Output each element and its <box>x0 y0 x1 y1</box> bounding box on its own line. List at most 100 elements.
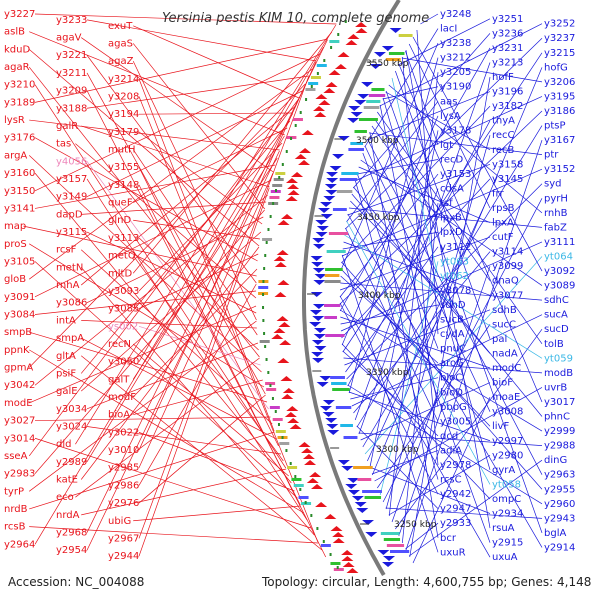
gene-label: dld <box>56 439 71 450</box>
gene-label: y3042 <box>4 380 35 391</box>
leader-line <box>80 246 260 480</box>
gene-label: bioD <box>440 387 463 398</box>
gene-label: moaE <box>492 392 520 403</box>
right-gene-arrow <box>314 328 327 333</box>
leader-line <box>132 149 258 336</box>
right-gene-arrow <box>365 532 378 537</box>
leader-line <box>133 219 260 240</box>
left-gene-arrow <box>280 376 293 381</box>
left-gene-arrow <box>273 328 286 333</box>
gene-label: y3078 <box>440 285 471 296</box>
gene-label: pyrH <box>544 193 568 204</box>
minor-tick <box>322 540 325 543</box>
gene-label: agaV <box>56 33 82 44</box>
leader-line <box>138 394 266 504</box>
leader-line <box>356 425 439 509</box>
leader-line <box>339 309 543 432</box>
gene-label: lysR <box>4 115 25 126</box>
left-gene-arrow <box>298 160 311 165</box>
gene-block <box>275 430 286 433</box>
gene-label: psiF <box>56 368 76 379</box>
leader-line <box>28 83 306 368</box>
minor-tick <box>310 85 313 88</box>
gene-label: agaS <box>108 38 133 49</box>
left-gene-arrow <box>302 454 315 459</box>
gene-label: uxuA <box>492 552 518 563</box>
gene-label: y3027 <box>4 416 35 427</box>
left-gene-arrow <box>273 256 286 261</box>
leader-line <box>401 56 439 466</box>
gene-block <box>266 388 277 391</box>
gene-label: rnhA <box>56 280 80 291</box>
leader-line <box>385 507 543 519</box>
right-gene-arrow <box>312 304 325 309</box>
leader-line <box>346 220 491 485</box>
gene-label: galT <box>108 374 130 385</box>
gene-label: ppnK <box>4 345 30 356</box>
gene-label: y3152 <box>544 164 575 175</box>
gene-label: y3105 <box>4 256 35 267</box>
left-gene-arrow <box>347 34 360 39</box>
leader-line <box>369 132 543 155</box>
leader-line <box>382 97 491 470</box>
gene-label: y3211 <box>56 68 87 79</box>
gene-label: y2915 <box>492 538 523 549</box>
right-gene-arrow <box>313 280 326 285</box>
leader-line <box>138 46 324 362</box>
gene-block <box>310 76 321 79</box>
gene-block <box>328 232 349 235</box>
right-gene-arrow <box>310 256 323 261</box>
leader-line <box>379 23 543 107</box>
leader-line <box>34 38 328 103</box>
left-gene-arrow <box>355 28 368 33</box>
leader-line <box>34 179 272 298</box>
gene-block <box>331 382 347 385</box>
gene-label: y2947 <box>440 504 471 515</box>
right-gene-arrow <box>354 502 367 507</box>
scale-mark: 3450 kbp <box>357 213 400 223</box>
gene-label: y3205 <box>440 67 471 78</box>
gene-label: sdhC <box>544 295 569 306</box>
gene-block <box>339 178 358 181</box>
gene-label: lgt <box>440 140 453 151</box>
left-gene-arrow <box>341 556 354 561</box>
left-gene-arrow <box>276 250 289 255</box>
right-gene-arrow <box>322 412 335 417</box>
right-gene-arrow <box>326 172 339 177</box>
gene-block <box>364 496 382 499</box>
gene-block <box>350 142 364 145</box>
gene-block <box>398 34 413 37</box>
right-gene-arrow <box>362 520 375 525</box>
gene-label: y3213 <box>492 57 523 68</box>
leader-line <box>138 78 275 432</box>
gene-label: y3022 <box>108 427 139 438</box>
minor-tick <box>329 553 332 556</box>
left-gene-arrow <box>285 178 298 183</box>
gene-label: y3115 <box>56 227 87 238</box>
gene-label: y2963 <box>544 470 575 481</box>
gene-label: cydA <box>440 329 465 340</box>
gene-block <box>389 550 410 553</box>
right-gene-arrow <box>354 100 367 105</box>
gene-label: y3248 <box>440 9 471 20</box>
gene-block <box>333 568 344 571</box>
minor-tick <box>281 163 284 166</box>
minor-tick <box>285 150 288 153</box>
gene-label: sdhB <box>492 305 517 316</box>
right-gene-arrow <box>309 322 322 327</box>
gene-block <box>269 196 280 199</box>
gene-block <box>380 532 400 535</box>
gene-label: y2967 <box>108 533 139 544</box>
left-gene-arrow <box>346 568 359 573</box>
leader-line <box>28 155 262 373</box>
leader-line <box>86 135 285 463</box>
right-gene-arrow <box>322 400 335 405</box>
leader-line <box>132 31 333 274</box>
gene-label: y3149 <box>56 192 87 203</box>
gene-label: y3014 <box>4 433 35 444</box>
gene-label: y2986 <box>108 480 139 491</box>
gene-block <box>332 208 347 211</box>
left-gene-arrow <box>306 478 319 483</box>
gene-label: eco <box>56 492 74 503</box>
leader-line <box>29 349 305 514</box>
